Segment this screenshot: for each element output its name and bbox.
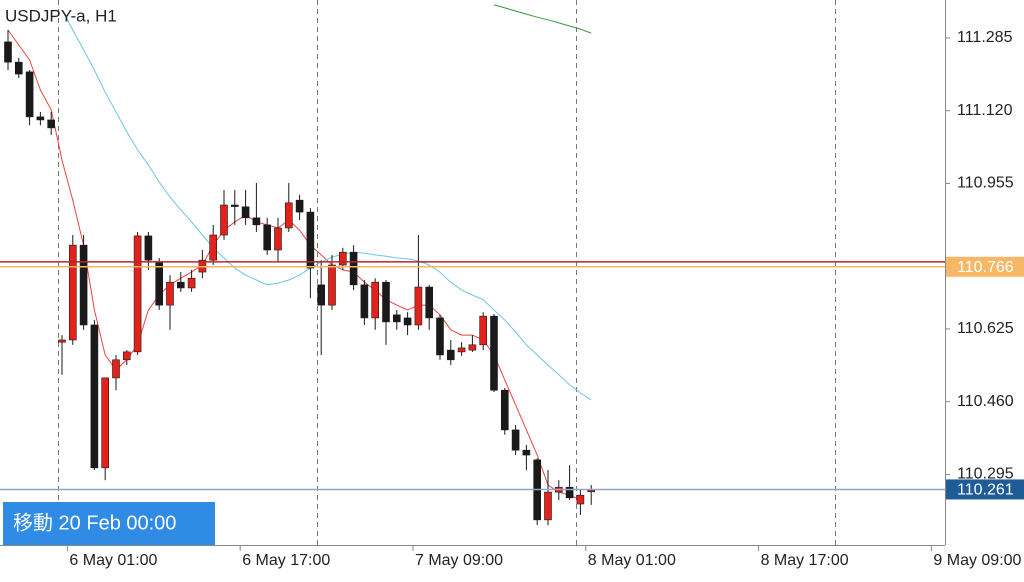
- candle-body: [360, 284, 369, 319]
- candle-body: [274, 227, 282, 251]
- candle-body: [587, 490, 595, 493]
- candle-body: [58, 339, 66, 343]
- candle-body: [4, 41, 12, 63]
- candle-body: [392, 314, 401, 323]
- price-tag-label: 110.261: [957, 482, 1014, 499]
- plot-area: [0, 0, 945, 545]
- candle-body: [209, 234, 217, 261]
- candle-body: [414, 286, 423, 326]
- candle-body: [544, 491, 552, 521]
- y-tick-label: 111.120: [957, 102, 1013, 119]
- y-tick-label: 111.285: [957, 29, 1013, 46]
- candle-body: [230, 204, 239, 207]
- x-tick-label: 6 May 01:00: [69, 552, 157, 569]
- candle-body: [284, 202, 293, 229]
- candle-body: [220, 204, 228, 236]
- candle-body: [133, 235, 142, 353]
- price-tag: [946, 256, 1024, 277]
- candle-body: [112, 359, 120, 379]
- candle-body: [252, 217, 261, 226]
- candle-body: [79, 244, 88, 326]
- candle-body: [90, 324, 99, 469]
- price-tag-label: 110.766: [957, 259, 1014, 276]
- chart-title: USDJPY-a, H1: [5, 6, 117, 25]
- candle-body: [338, 251, 347, 266]
- candle-body: [155, 261, 163, 306]
- candle-body: [306, 211, 315, 269]
- candle-body: [468, 344, 477, 351]
- indicator-line: [493, 4, 592, 34]
- goto-button[interactable]: [3, 502, 215, 545]
- candle-body: [68, 244, 77, 341]
- y-tick-label: 110.955: [957, 175, 1014, 192]
- x-tick-label: 7 May 09:00: [415, 552, 503, 569]
- y-tick-label: 110.460: [957, 393, 1014, 410]
- candle-body: [425, 286, 433, 319]
- goto-button-label[interactable]: 移動 20 Feb 00:00: [13, 511, 176, 534]
- candle-body: [349, 251, 358, 286]
- price-tag: [946, 479, 1024, 500]
- candle-body: [295, 199, 304, 213]
- candle-body: [328, 264, 336, 306]
- candle-body: [576, 494, 585, 505]
- candle-body: [511, 429, 520, 451]
- candle-body: [176, 281, 185, 289]
- candle-body: [122, 351, 131, 361]
- candle-body: [490, 315, 498, 391]
- y-tick-label: 110.295: [957, 466, 1014, 483]
- candle-body: [241, 206, 250, 219]
- y-tick-label: 110.625: [957, 320, 1014, 337]
- candle-body: [382, 281, 390, 323]
- candle-body: [522, 449, 531, 456]
- candle-body: [565, 486, 574, 499]
- candle-body: [36, 116, 45, 121]
- candle-body: [166, 281, 174, 306]
- x-tick-label: 6 May 17:00: [242, 552, 330, 569]
- candle-body: [436, 317, 444, 356]
- candle-body: [47, 119, 55, 129]
- candle-body: [479, 315, 487, 346]
- candle-body: [263, 224, 271, 251]
- candle-body: [144, 235, 153, 261]
- x-tick-label: 8 May 17:00: [761, 552, 849, 569]
- candle-body: [101, 377, 109, 469]
- candle-body: [403, 317, 412, 326]
- candle-body: [317, 284, 325, 306]
- x-tick-label: 9 May 09:00: [933, 552, 1021, 569]
- candle-body: [14, 61, 23, 75]
- candle-body: [500, 389, 509, 431]
- candle-body: [25, 71, 34, 118]
- candle-body: [371, 281, 379, 319]
- axes: 111.285 111.120 110.955 110.625 110.460 110.2…: [66, 29, 1024, 569]
- candle-body: [457, 347, 466, 353]
- indicator-line: [61, 9, 592, 401]
- candle-body: [446, 349, 455, 361]
- candle-body: [187, 277, 196, 289]
- x-tick-label: 8 May 01:00: [588, 552, 676, 569]
